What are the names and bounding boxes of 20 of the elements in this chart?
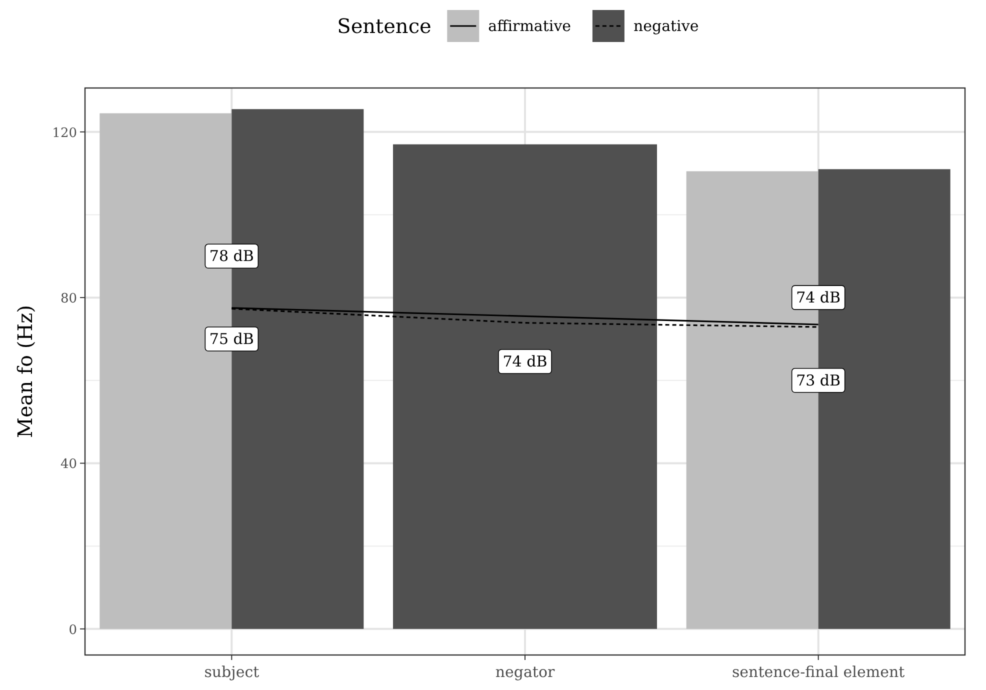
annotation: 73 dB (796, 371, 841, 390)
bar (818, 169, 950, 629)
bar (232, 109, 364, 629)
y-axis-title: Mean fo (Hz) (13, 305, 37, 438)
y-tick-label: 40 (60, 457, 77, 472)
annotation: 78 dB (209, 247, 254, 266)
annotation: 75 dB (209, 330, 254, 348)
legend-title: Sentence (337, 14, 432, 38)
annotation: 74 dB (796, 288, 841, 307)
annotation: 74 dB (502, 352, 548, 370)
x-tick-label: negator (495, 663, 556, 681)
bar (686, 171, 818, 629)
legend-label: negative (633, 17, 699, 35)
legend-label: affirmative (488, 17, 572, 35)
y-tick-label: 80 (60, 292, 77, 307)
y-tick-label: 120 (52, 126, 77, 141)
x-tick-label: subject (204, 663, 260, 681)
bar (100, 113, 232, 629)
y-tick-label: 0 (68, 622, 77, 638)
x-tick-label: sentence-final element (732, 663, 905, 681)
